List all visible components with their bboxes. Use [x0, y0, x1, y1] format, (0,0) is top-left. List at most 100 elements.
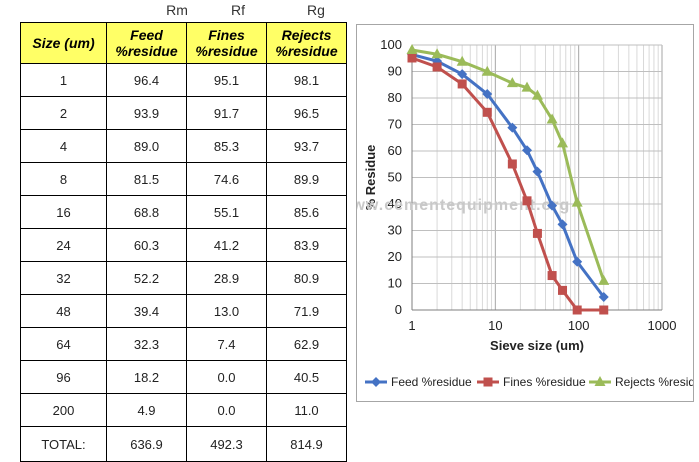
data-point	[531, 89, 543, 100]
y-tick-label: 60	[388, 143, 402, 158]
data-point	[522, 145, 533, 156]
table-cell: 13.0	[186, 294, 267, 328]
watermark-text: www.cementequipment.org	[357, 197, 570, 214]
table-cell: 74.6	[186, 162, 267, 196]
table-row: 8 81.5 74.6 89.9	[20, 162, 347, 196]
column-letters: Rm Rf Rg	[20, 0, 346, 22]
legend-marker	[594, 376, 606, 386]
data-point	[482, 107, 492, 117]
x-tick-label: 1000	[648, 318, 677, 333]
table-row: 2 93.9 91.7 96.5	[20, 96, 347, 130]
y-tick-label: 40	[388, 196, 402, 211]
table-cell: 24	[20, 228, 107, 262]
table-cell: 48	[20, 294, 107, 328]
table-cell: 32.3	[106, 327, 187, 361]
table-row: 16 68.8 55.1 85.6	[20, 195, 347, 229]
data-point	[522, 196, 532, 206]
table-cell: 4	[20, 129, 107, 163]
data-point	[572, 305, 582, 315]
table-cell: 89.0	[106, 129, 187, 163]
table-cell: 4.9	[106, 393, 187, 427]
table-row: 1 96.4 95.1 98.1	[20, 63, 347, 97]
y-tick-label: 100	[380, 37, 402, 52]
data-point	[546, 113, 558, 124]
table-cell: 0.0	[186, 393, 267, 427]
table-header-row: Size (um) Feed %residue Fines %residue R…	[20, 22, 347, 64]
table-cell: 89.9	[266, 162, 347, 196]
table-cell: 68.8	[106, 195, 187, 229]
data-point	[431, 48, 443, 59]
y-tick-label: 90	[388, 64, 402, 79]
table-cell: 85.6	[266, 195, 347, 229]
table-row: 32 52.2 28.9 80.9	[20, 261, 347, 295]
table-cell: 83.9	[266, 228, 347, 262]
table-row: 48 39.4 13.0 71.9	[20, 294, 347, 328]
table-cell: 62.9	[266, 327, 347, 361]
data-point	[532, 228, 542, 238]
table-cell: 0.0	[186, 360, 267, 394]
x-tick-label: 1	[408, 318, 415, 333]
x-axis-title: Sieve size (um)	[490, 338, 584, 353]
data-point	[599, 305, 609, 315]
table-cell: 80.9	[266, 261, 347, 295]
table-row: 64 32.3 7.4 62.9	[20, 327, 347, 361]
table-cell: 18.2	[106, 360, 187, 394]
header-size: Size (um)	[20, 22, 107, 64]
data-point	[571, 196, 583, 207]
table-row: 200 4.9 0.0 11.0	[20, 393, 347, 427]
table-cell: 55.1	[186, 195, 267, 229]
column-letter-rg: Rg	[307, 2, 325, 18]
table-cell: 2	[20, 96, 107, 130]
data-point	[547, 200, 558, 211]
chart-panel: 0 10 20 30 40 50 60 70 80 90 100 1 10 100 1000 Sieve si…	[356, 24, 694, 402]
table-cell: 96	[20, 360, 107, 394]
y-tick-label: 10	[388, 276, 402, 291]
table-cell: 96.5	[266, 96, 347, 130]
table-cell: 40.5	[266, 360, 347, 394]
column-letter-rf: Rf	[231, 2, 245, 18]
total-cell: 492.3	[186, 426, 267, 462]
data-point	[572, 256, 583, 267]
y-tick-label: 80	[388, 90, 402, 105]
table-cell: 200	[20, 393, 107, 427]
table-cell: 96.4	[106, 63, 187, 97]
table-cell: 93.9	[106, 96, 187, 130]
y-tick-label: 50	[388, 170, 402, 185]
data-point	[457, 69, 468, 80]
table-row: 96 18.2 0.0 40.5	[20, 360, 347, 394]
header-rejects: Rejects %residue	[266, 22, 347, 64]
data-point	[432, 62, 442, 72]
legend-label: Feed %residue	[391, 375, 472, 389]
data-point	[547, 271, 557, 281]
data-point	[481, 65, 493, 76]
table-cell: 85.3	[186, 129, 267, 163]
data-point	[598, 292, 609, 303]
table-cell: 93.7	[266, 129, 347, 163]
legend-label: Rejects %residue	[615, 375, 693, 389]
data-point	[457, 79, 467, 89]
data-point	[558, 285, 568, 295]
table-cell: 98.1	[266, 63, 347, 97]
table-cell: 7.4	[186, 327, 267, 361]
y-tick-label: 0	[395, 302, 402, 317]
data-point	[557, 219, 568, 230]
data-point	[507, 122, 518, 133]
table-cell: 91.7	[186, 96, 267, 130]
y-tick-label: 20	[388, 249, 402, 264]
data-point	[532, 166, 543, 177]
residue-table-panel: Rm Rf Rg Size (um) Feed %residue Fines %…	[20, 0, 347, 462]
table-cell: 52.2	[106, 261, 187, 295]
header-fines: Fines %residue	[186, 22, 267, 64]
residue-table: Size (um) Feed %residue Fines %residue R…	[20, 22, 347, 462]
header-feed: Feed %residue	[106, 22, 187, 64]
table-cell: 95.1	[186, 63, 267, 97]
data-point	[557, 137, 569, 148]
column-letter-rm: Rm	[166, 2, 188, 18]
total-cell: 636.9	[106, 426, 187, 462]
x-tick-label: 10	[488, 318, 502, 333]
table-row: 4 89.0 85.3 93.7	[20, 129, 347, 163]
data-point	[406, 44, 418, 55]
x-tick-label: 100	[568, 318, 590, 333]
table-row: 24 60.3 41.2 83.9	[20, 228, 347, 262]
